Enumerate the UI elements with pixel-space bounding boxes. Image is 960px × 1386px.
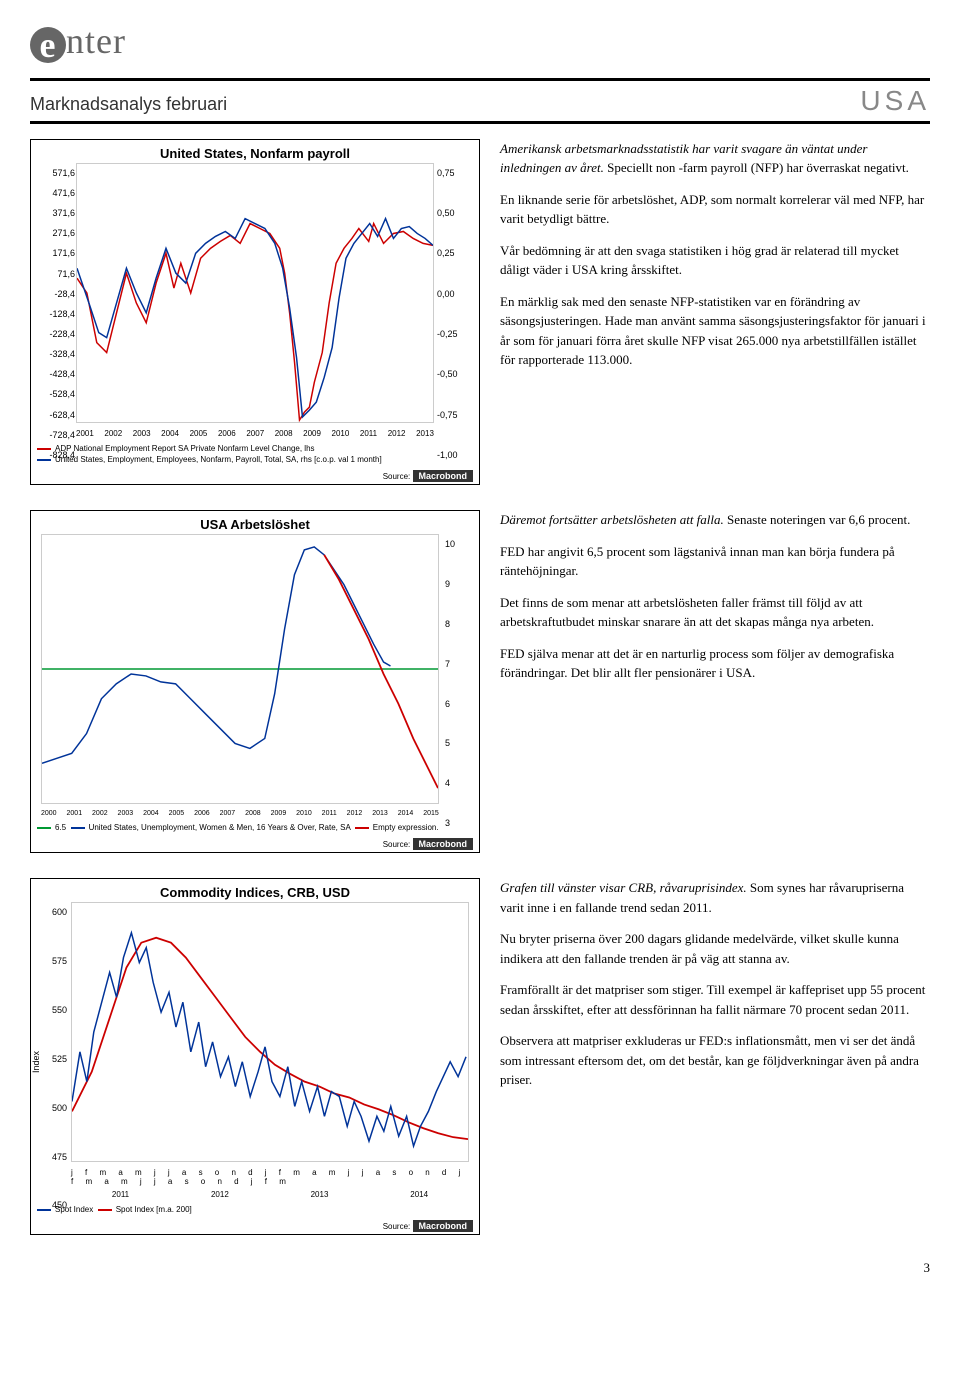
subheader-left: Marknadsanalys februari bbox=[30, 94, 227, 115]
chart2-box: USA Arbetslöshet 109876543 2000200120022… bbox=[30, 510, 480, 853]
chart3-plot bbox=[71, 902, 469, 1162]
chart2-legend2: United States, Unemployment, Women & Men… bbox=[89, 823, 351, 832]
s1-p2: En liknande serie för arbetslöshet, ADP,… bbox=[500, 190, 930, 229]
s2-p1-lead: Däremot fortsätter arbetslösheten att fa… bbox=[500, 512, 724, 527]
s1-p3: Vår bedömning är att den svaga statistik… bbox=[500, 241, 930, 280]
text2-column: Däremot fortsätter arbetslösheten att fa… bbox=[500, 510, 930, 853]
macrobond-logo: Macrobond bbox=[413, 470, 474, 482]
chart3-legend2: Spot Index [m.a. 200] bbox=[116, 1205, 192, 1214]
chart3-title: Commodity Indices, CRB, USD bbox=[31, 879, 479, 902]
chart2-legend3: Empty expression. bbox=[373, 823, 439, 832]
chart2-plot bbox=[41, 534, 439, 804]
s3-p2: Nu bryter priserna över 200 dagars glida… bbox=[500, 929, 930, 968]
chart2-x: 2000200120022003200420052006200720082009… bbox=[31, 808, 479, 819]
s1-p4: En märklig sak med den senaste NFP-stati… bbox=[500, 292, 930, 370]
chart1-legend: ADP National Employment Report SA Privat… bbox=[31, 440, 479, 468]
logo: enter bbox=[30, 21, 126, 61]
chart3-svg bbox=[72, 903, 468, 1161]
chart3-column: Commodity Indices, CRB, USD 600575550525… bbox=[30, 878, 480, 1235]
chart1-svg bbox=[77, 164, 433, 422]
text3-column: Grafen till vänster visar CRB, råvarupri… bbox=[500, 878, 930, 1235]
row-1: United States, Nonfarm payroll 571,6471,… bbox=[30, 139, 930, 485]
chart2-legend: 6.5 United States, Unemployment, Women &… bbox=[31, 819, 479, 836]
s2-p1b: Senaste noteringen var 6,6 procent. bbox=[724, 512, 911, 527]
s3-p1-lead: Grafen till vänster visar CRB, råvarupri… bbox=[500, 880, 747, 895]
chart1-column: United States, Nonfarm payroll 571,6471,… bbox=[30, 139, 480, 485]
chart3-x-years: 2011201220132014 bbox=[31, 1188, 479, 1201]
chart1-title: United States, Nonfarm payroll bbox=[31, 140, 479, 163]
chart1-y-right: 0,750,500,250,00-0,25-0,50-0,75-1,00 bbox=[437, 168, 475, 460]
chart3-legend: Spot Index Spot Index [m.a. 200] bbox=[31, 1201, 479, 1218]
macrobond-logo: Macrobond bbox=[413, 1220, 474, 1232]
chart2-svg bbox=[42, 535, 438, 803]
logo-text: nter bbox=[66, 21, 126, 61]
subheader-right: USA bbox=[860, 85, 930, 117]
s1-p1b: Speciellt non -farm payroll (NFP) har öv… bbox=[604, 160, 909, 175]
chart3-x-months: j f m a m j j a s o n d j f m a m j j a … bbox=[31, 1166, 479, 1188]
chart2-title: USA Arbetslöshet bbox=[31, 511, 479, 534]
row-3: Commodity Indices, CRB, USD 600575550525… bbox=[30, 878, 930, 1235]
chart1-y-left: 571,6471,6371,6271,6171,671,6-28,4-128,4… bbox=[35, 168, 75, 460]
chart3-box: Commodity Indices, CRB, USD 600575550525… bbox=[30, 878, 480, 1235]
page-header: enter bbox=[30, 20, 930, 63]
chart2-source: Source: Macrobond bbox=[31, 836, 479, 852]
s2-p3: Det finns de som menar att arbetslöshete… bbox=[500, 593, 930, 632]
chart1-box: United States, Nonfarm payroll 571,6471,… bbox=[30, 139, 480, 485]
s2-p2: FED har angivit 6,5 procent som lägstani… bbox=[500, 542, 930, 581]
chart3-y-axis-label: Index bbox=[31, 1051, 41, 1073]
chart1-legend1: ADP National Employment Report SA Privat… bbox=[55, 444, 315, 453]
macrobond-logo: Macrobond bbox=[413, 838, 474, 850]
s2-p4: FED själva menar att det är en narturlig… bbox=[500, 644, 930, 683]
chart1-legend2: United States, Employment, Employees, No… bbox=[55, 455, 382, 464]
logo-initial: e bbox=[30, 27, 66, 63]
chart2-column: USA Arbetslöshet 109876543 2000200120022… bbox=[30, 510, 480, 853]
chart1-source: Source: Macrobond bbox=[31, 468, 479, 484]
subheader: Marknadsanalys februari USA bbox=[30, 78, 930, 124]
chart3-source: Source: Macrobond bbox=[31, 1218, 479, 1234]
page-number: 3 bbox=[30, 1260, 930, 1276]
text1-column: Amerikansk arbetsmarknadsstatistik har v… bbox=[500, 139, 930, 485]
row-2: USA Arbetslöshet 109876543 2000200120022… bbox=[30, 510, 930, 853]
chart2-y-right: 109876543 bbox=[445, 539, 475, 828]
chart1-plot bbox=[76, 163, 434, 423]
chart1-x: 2001200220032004200520062007200820092010… bbox=[31, 427, 479, 440]
s3-p4: Observera att matpriser exkluderas ur FE… bbox=[500, 1031, 930, 1090]
chart2-legend1: 6.5 bbox=[55, 823, 66, 832]
s3-p3: Framförallt är det matpriser som stiger.… bbox=[500, 980, 930, 1019]
